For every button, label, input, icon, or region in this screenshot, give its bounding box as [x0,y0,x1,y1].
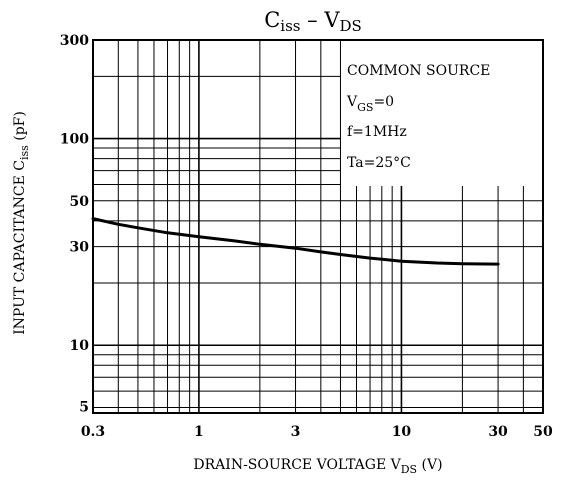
annotation-line: COMMON SOURCE [347,63,490,79]
y-tick-label: 100 [60,132,89,148]
y-axis-label: INPUT CAPACITANCE Ciss (pF) [12,111,31,335]
annotation-box [341,41,542,186]
x-tick-label: 50 [533,424,553,440]
x-tick-label: 10 [392,424,412,440]
chart-title: Ciss – VDS [264,8,362,35]
chart-title-text: Ciss – VDS [264,8,362,35]
series-line [91,217,500,266]
annotations: COMMON SOURCE VGS=0 f=1MHz Ta=25°C [346,63,490,171]
y-tick-label: 300 [60,33,89,49]
annotation-line: Ta=25°C [347,155,411,171]
y-tick-label: 5 [79,399,89,415]
y-tick-label: 30 [70,240,90,256]
annotation-line: f=1MHz [347,124,407,140]
x-tick-labels: 0.3 1 3 10 30 50 [81,424,553,440]
plot-frame [92,39,544,414]
series [91,217,500,266]
y-axis-label-text: INPUT CAPACITANCE Ciss (pF) [12,111,31,335]
y-tick-label: 50 [70,194,90,210]
x-axis-label: DRAIN-SOURCE VOLTAGE VDS (V) [193,457,442,476]
x-tick-label: 0.3 [81,424,105,440]
annotation-line: VGS=0 [346,94,394,114]
y-tick-labels: 5 10 30 50 100 300 [60,33,89,415]
x-axis-label-text: DRAIN-SOURCE VOLTAGE VDS (V) [193,457,442,476]
y-tick-label: 10 [70,338,90,354]
x-tick-label: 1 [194,424,204,440]
x-tick-label: 30 [488,424,508,440]
x-tick-label: 3 [291,424,301,440]
